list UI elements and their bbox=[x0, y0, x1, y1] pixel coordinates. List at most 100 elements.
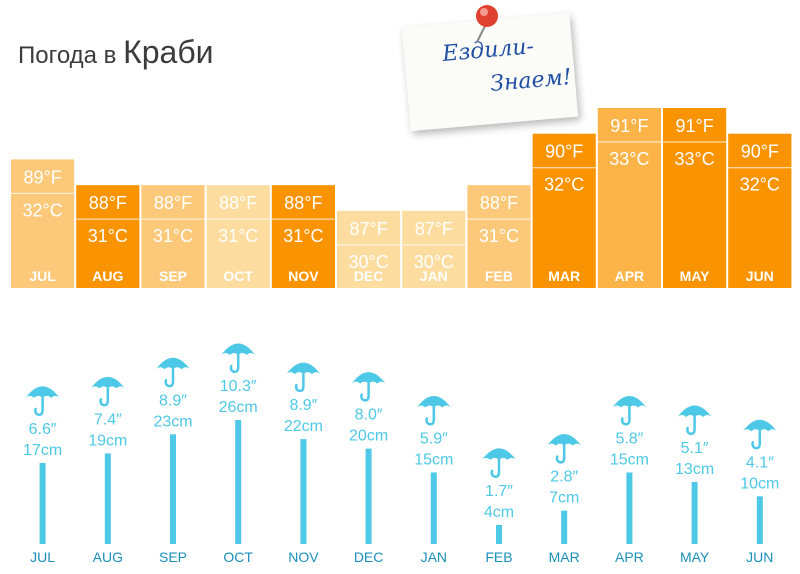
umbrella-icon bbox=[416, 395, 451, 426]
rain-month-label: FEB bbox=[485, 549, 512, 565]
rain-bar bbox=[691, 482, 698, 544]
rain-cm-label: 22cm bbox=[284, 418, 323, 435]
umbrella-canopy bbox=[90, 376, 125, 389]
rain-cm-label: 13cm bbox=[675, 461, 714, 478]
rain-month-label: NOV bbox=[288, 549, 319, 565]
rain-cm-label: 10cm bbox=[740, 475, 779, 492]
rain-inch-label: 4.1″ bbox=[746, 454, 774, 471]
month-label: MAR bbox=[548, 268, 580, 284]
umbrella-icon bbox=[286, 362, 321, 393]
umbrella-canopy bbox=[156, 357, 190, 370]
rain-inch-label: 5.8″ bbox=[615, 430, 643, 447]
rain-month-label: JUL bbox=[30, 549, 55, 565]
month-label: FEB bbox=[485, 268, 513, 284]
rain-cm-label: 15cm bbox=[610, 451, 649, 468]
temperature-bar bbox=[663, 108, 727, 288]
rain-cm-label: 15cm bbox=[414, 451, 453, 468]
title-city: Краби bbox=[123, 34, 214, 70]
rain-bar bbox=[430, 472, 437, 544]
umbrella-canopy bbox=[286, 362, 321, 375]
fahrenheit-label: 88°F bbox=[480, 193, 518, 213]
fahrenheit-label: 87°F bbox=[349, 219, 387, 239]
rain-bar bbox=[496, 524, 502, 544]
month-label: SEP bbox=[159, 268, 187, 284]
celsius-label: 32°C bbox=[22, 200, 62, 220]
temperature-bar bbox=[532, 133, 596, 288]
celsius-label: 31°C bbox=[283, 226, 323, 246]
rain-bar bbox=[756, 496, 763, 544]
month-label: OCT bbox=[223, 268, 253, 284]
celsius-label: 31°C bbox=[88, 226, 128, 246]
rain-inch-label: 8.9″ bbox=[159, 392, 187, 409]
rain-month-label: JAN bbox=[421, 549, 447, 565]
rain-inch-label: 10.3″ bbox=[220, 378, 257, 395]
celsius-label: 31°C bbox=[479, 226, 519, 246]
push-pin-icon bbox=[476, 5, 498, 43]
month-label: DEC bbox=[354, 268, 384, 284]
fahrenheit-label: 90°F bbox=[741, 142, 779, 162]
umbrella-handle bbox=[164, 368, 175, 388]
umbrella-handle bbox=[620, 406, 631, 426]
month-label: APR bbox=[615, 268, 645, 284]
rain-inch-label: 2.8″ bbox=[550, 469, 578, 486]
fahrenheit-label: 88°F bbox=[154, 193, 192, 213]
temperature-bar bbox=[76, 185, 140, 288]
fahrenheit-label: 91°F bbox=[675, 116, 713, 136]
rain-cm-label: 20cm bbox=[349, 428, 388, 445]
rain-cm-label: 7cm bbox=[549, 490, 579, 507]
month-label: JUN bbox=[746, 268, 774, 284]
umbrella-handle bbox=[751, 430, 762, 450]
rain-cm-label: 17cm bbox=[23, 442, 62, 459]
rain-month-label: SEP bbox=[159, 549, 187, 565]
page-title: Погода в Краби bbox=[18, 34, 214, 71]
umbrella-icon bbox=[742, 419, 777, 450]
temperature-bar bbox=[206, 185, 270, 288]
rain-inch-label: 5.1″ bbox=[681, 440, 709, 457]
umbrella-handle bbox=[360, 382, 370, 402]
umbrella-canopy bbox=[221, 343, 256, 355]
celsius-label: 31°C bbox=[153, 226, 193, 246]
umbrella-handle bbox=[34, 396, 44, 416]
rain-bar bbox=[300, 439, 307, 544]
umbrella-icon bbox=[221, 343, 256, 374]
rain-inch-label: 6.6″ bbox=[29, 421, 57, 438]
title-prefix: Погода в bbox=[18, 42, 117, 69]
rain-cm-label: 26cm bbox=[219, 399, 258, 416]
rain-bar bbox=[561, 510, 568, 544]
month-label: JAN bbox=[420, 268, 448, 284]
celsius-label: 31°C bbox=[218, 226, 258, 246]
rain-bar bbox=[170, 434, 176, 544]
umbrella-icon bbox=[351, 372, 386, 402]
celsius-label: 32°C bbox=[740, 175, 780, 195]
temperature-chart: 89°F 32°C JUL 88°F 31°C AUG 88°F 31°C SEP 88°F 31°… bbox=[11, 108, 792, 288]
rain-month-label: MAY bbox=[680, 549, 710, 565]
temperature-bar bbox=[271, 185, 335, 288]
rain-month-label: OCT bbox=[223, 549, 253, 565]
umbrella-handle bbox=[425, 406, 436, 426]
rain-bar bbox=[104, 453, 111, 544]
temperature-bar bbox=[467, 185, 531, 288]
celsius-label: 30°C bbox=[348, 252, 388, 272]
umbrella-canopy bbox=[416, 395, 451, 408]
temperature-bar bbox=[11, 159, 75, 288]
fahrenheit-label: 89°F bbox=[23, 167, 61, 187]
umbrella-canopy bbox=[25, 386, 60, 398]
rain-inch-label: 8.9″ bbox=[289, 397, 317, 414]
temperature-bar bbox=[141, 185, 205, 288]
umbrella-icon bbox=[612, 395, 647, 426]
rain-month-label: AUG bbox=[93, 549, 123, 565]
rain-bar bbox=[626, 472, 633, 544]
rain-month-label: APR bbox=[615, 549, 644, 565]
umbrella-canopy bbox=[677, 405, 712, 417]
umbrella-handle bbox=[490, 458, 501, 478]
fahrenheit-label: 91°F bbox=[610, 116, 648, 136]
umbrella-handle bbox=[555, 444, 566, 464]
rain-inch-label: 8.0″ bbox=[355, 407, 383, 424]
fahrenheit-label: 87°F bbox=[415, 219, 453, 239]
rain-bar bbox=[365, 448, 372, 544]
celsius-label: 30°C bbox=[414, 252, 454, 272]
umbrella-icon bbox=[156, 357, 190, 388]
umbrella-handle bbox=[294, 372, 305, 393]
